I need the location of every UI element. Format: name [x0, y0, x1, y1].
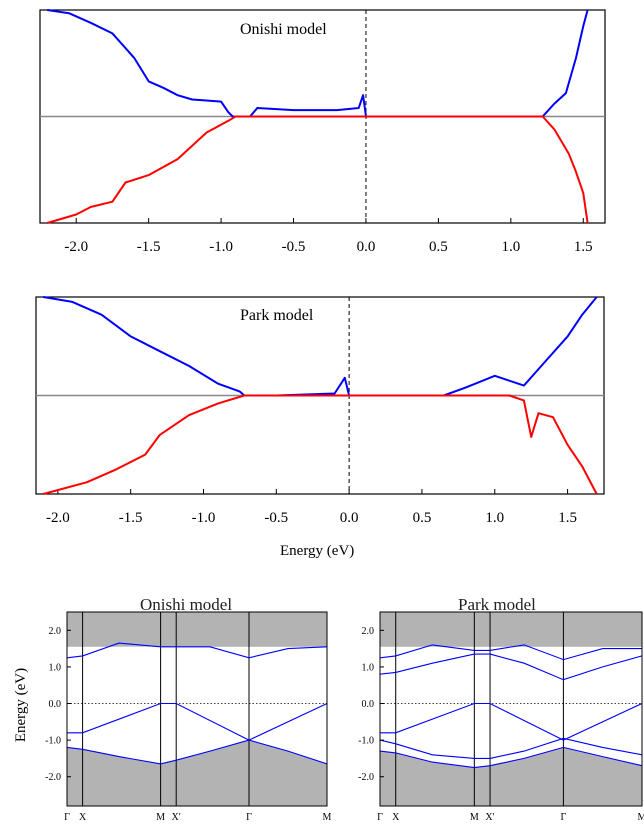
kpoint-label: X′ [485, 812, 494, 823]
dos-series-line [43, 296, 351, 397]
gap-region [380, 646, 642, 768]
kpoint-label: M [323, 812, 332, 823]
x-tick-label: 1.5 [558, 510, 577, 526]
onishi-band-panel: Onishi model Energy (eV) 2.0 1.0 0.0 -1.0 -2… [13, 595, 332, 823]
kpoint-label: X′ [171, 812, 180, 823]
park-panel: Park model Energy (eV) -2.0 -1.5 -1.0 -0.5 0… [35, 296, 605, 559]
kpoint-label: M [470, 812, 479, 823]
band-line [67, 702, 328, 741]
kpoint-label: Γ [246, 812, 252, 823]
band-line [380, 702, 643, 741]
band-line [66, 739, 328, 765]
y-tick-label: 2.0 [49, 626, 62, 637]
x-tick-label: 0.0 [340, 510, 359, 526]
panel-title: Onishi model [240, 21, 327, 38]
panel-frame [379, 611, 643, 807]
x-tick-label: 1.0 [485, 510, 504, 526]
kpoint-label: X [392, 812, 400, 823]
kpoint-label: Γ [64, 812, 70, 823]
x-tick-label: -0.5 [264, 510, 288, 526]
x-axis-label: Energy (eV) [280, 543, 354, 559]
kpoint-label: M [156, 812, 165, 823]
y-tick-label: 1.0 [362, 662, 375, 673]
gap-region [67, 646, 327, 764]
y-tick-label: 0.0 [362, 699, 375, 710]
y-tick-label: -2.0 [45, 772, 61, 783]
band-line [379, 737, 643, 759]
panel-title: Park model [240, 307, 314, 324]
y-tick-label: 0.0 [49, 699, 62, 710]
y-tick-label: 1.0 [49, 662, 62, 673]
x-tick-label: -0.5 [282, 239, 306, 255]
kpoint-label: X [79, 812, 87, 823]
dos-series-line [47, 9, 367, 118]
band-line [66, 642, 328, 659]
onishi-panel: Onishi model -2.0 -1.5 -1.0 -0.5 0.0 0.5 1.0 1.… [39, 9, 606, 255]
kpoint-label: Γ [377, 812, 383, 823]
panel-title: Onishi model [140, 595, 232, 614]
x-tick-label: -2.0 [64, 239, 88, 255]
x-tick-label: -1.0 [192, 510, 216, 526]
upper-continuum-fill [67, 612, 327, 647]
x-tick-label: 0.5 [429, 239, 448, 255]
panel-frame [66, 611, 328, 807]
dos-series-line [43, 394, 598, 495]
upper-continuum-fill [380, 612, 642, 647]
x-tick-label: 0.5 [413, 510, 432, 526]
dos-series-line [443, 296, 598, 397]
band-line [379, 653, 643, 681]
dos-series-line [541, 9, 589, 118]
x-tick-label: 0.0 [357, 239, 376, 255]
y-tick-label: -2.0 [358, 772, 374, 783]
park-band-panel: Park model 2.01.00.0-1.0-2.0Γ X M X′ Γ M [358, 595, 644, 823]
x-tick-label: -1.5 [119, 510, 143, 526]
x-tick-label: 1.5 [574, 239, 593, 255]
dos-series-line [46, 115, 589, 224]
panel-title: Park model [458, 595, 536, 614]
y-tick-label: -1.0 [358, 736, 374, 747]
x-tick-label: -1.0 [209, 239, 233, 255]
y-axis-label: Energy (eV) [13, 668, 29, 742]
band-line [379, 746, 643, 769]
kpoint-label: Γ [561, 812, 567, 823]
x-tick-label: -1.5 [137, 239, 161, 255]
x-tick-label: -2.0 [46, 510, 70, 526]
x-tick-label: 1.0 [501, 239, 520, 255]
kpoint-label: M [638, 812, 644, 823]
y-tick-label: -1.0 [45, 736, 61, 747]
band-line [379, 644, 642, 661]
y-tick-label: 2.0 [362, 626, 375, 637]
